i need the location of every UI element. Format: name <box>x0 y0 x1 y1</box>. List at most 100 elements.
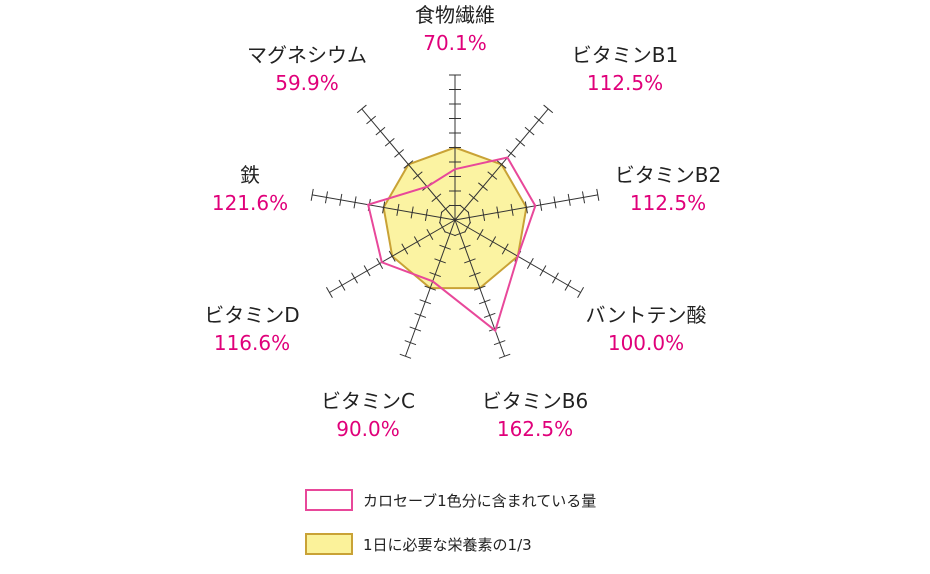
axis-tick <box>325 287 333 298</box>
axis-value-label: 116.6% <box>214 331 290 355</box>
axis-tick <box>524 201 528 214</box>
axis-tick <box>444 231 456 237</box>
axis-tick <box>410 206 414 219</box>
axis-tick <box>454 231 466 237</box>
axis-tick <box>401 243 409 255</box>
legend: カロセーブ1色分に含まれている量 1日に必要な栄養素の1/3 <box>305 486 596 574</box>
axis-tick <box>496 160 507 169</box>
axis-tick <box>501 243 509 255</box>
axis-value-label: 112.5% <box>630 191 706 215</box>
axis-labels-layer: 食物繊維 70.1% ビタミンB1 112.5% ビタミンB2 112.5% バントテン酸 1… <box>204 3 721 441</box>
axis-tick <box>413 236 421 248</box>
axis-tick <box>459 244 471 250</box>
axis-tick <box>382 201 386 214</box>
axis-label: マグネシウム <box>247 43 367 67</box>
axis-label: ビタミンB6 <box>482 389 588 413</box>
axis-tick <box>596 188 600 201</box>
axis-tick <box>564 279 572 291</box>
axis-tick <box>419 299 432 305</box>
axis-tick <box>539 265 547 277</box>
legend-item-content: カロセーブ1色分に含まれている量 <box>305 486 596 514</box>
axis-tick <box>338 279 346 291</box>
axis-tick <box>366 115 377 125</box>
axis-tick <box>412 171 423 180</box>
axis-tick <box>506 149 516 158</box>
axis-tick <box>431 193 442 203</box>
axis-value-label: 121.6% <box>212 191 288 215</box>
axis-tick <box>577 287 585 298</box>
axis-tick <box>476 229 484 240</box>
legend-label-reference: 1日に必要な栄養素の1/3 <box>363 535 532 554</box>
axis-tick <box>376 258 384 269</box>
axis-tick <box>467 211 471 224</box>
axis-tick <box>439 244 451 250</box>
axis-value-label: 112.5% <box>587 71 663 95</box>
data-series-polygon <box>366 156 537 333</box>
axis-tick <box>493 340 506 346</box>
axis-label: ビタミンD <box>204 303 299 327</box>
axis-tick <box>539 198 543 211</box>
axis-tick <box>553 196 557 209</box>
axis-label: ビタミンC <box>321 389 415 413</box>
axis-tick <box>339 193 343 206</box>
axis-tick <box>434 258 446 264</box>
axis-tick <box>353 196 357 209</box>
axis-tick <box>510 203 514 216</box>
axis-tick <box>478 182 488 191</box>
axis-tick <box>526 258 534 269</box>
legend-swatch-content <box>305 489 353 511</box>
axis-tick <box>464 221 471 233</box>
axis-tick <box>487 171 498 180</box>
axis-value-label: 162.5% <box>497 417 573 441</box>
axis-label: 鉄 <box>240 163 260 187</box>
axis-tick <box>396 203 400 216</box>
axis-tick <box>473 285 486 291</box>
axis-tick <box>375 126 386 136</box>
axis-tick <box>524 126 535 136</box>
axis-tick <box>399 353 412 359</box>
axis-label: ビタミンB1 <box>572 43 678 67</box>
axis-tick <box>324 191 329 204</box>
legend-swatch-reference <box>305 533 353 555</box>
axis-tick <box>439 211 443 224</box>
axis-tick <box>384 138 395 147</box>
axis-tick <box>424 285 437 291</box>
axis-label: ビタミンB2 <box>615 163 721 187</box>
legend-item-reference: 1日に必要な栄養素の1/3 <box>305 530 596 558</box>
axis-tick <box>459 204 470 214</box>
axis-tick <box>439 221 446 233</box>
axis-tick <box>394 149 404 158</box>
axis-tick <box>351 272 358 284</box>
axis-tick <box>469 271 481 278</box>
axis-label: バントテン酸 <box>586 303 707 327</box>
axis-tick <box>515 138 526 147</box>
axis-tick <box>356 104 367 114</box>
axis-tick <box>483 312 496 318</box>
axis-tick <box>496 206 500 219</box>
axis-tick <box>363 265 371 277</box>
axis-value-label: 100.0% <box>608 331 684 355</box>
axis-tick <box>482 208 486 221</box>
axis-tick <box>468 193 479 203</box>
axis-tick <box>567 193 571 206</box>
axis-tick <box>409 326 422 332</box>
axis-tick <box>404 340 417 346</box>
axis-tick <box>403 160 414 169</box>
axis-tick <box>429 271 441 278</box>
axis-value-label: 59.9% <box>275 71 339 95</box>
axis-tick <box>478 299 491 305</box>
axis-tick <box>464 258 476 264</box>
axes-layer <box>310 74 600 359</box>
legend-label-content: カロセーブ1色分に含まれている量 <box>363 491 597 510</box>
axis-tick <box>414 312 427 318</box>
axis-label: 食物繊維 <box>415 3 495 27</box>
axis-value-label: 70.1% <box>423 31 487 55</box>
axis-tick <box>489 236 497 248</box>
axis-tick <box>388 250 396 262</box>
axis-tick <box>533 115 544 125</box>
axis-tick <box>440 204 451 214</box>
axis-tick <box>498 353 511 359</box>
axis-tick <box>424 208 428 221</box>
axis-value-label: 90.0% <box>336 417 400 441</box>
axis-tick <box>552 272 559 284</box>
